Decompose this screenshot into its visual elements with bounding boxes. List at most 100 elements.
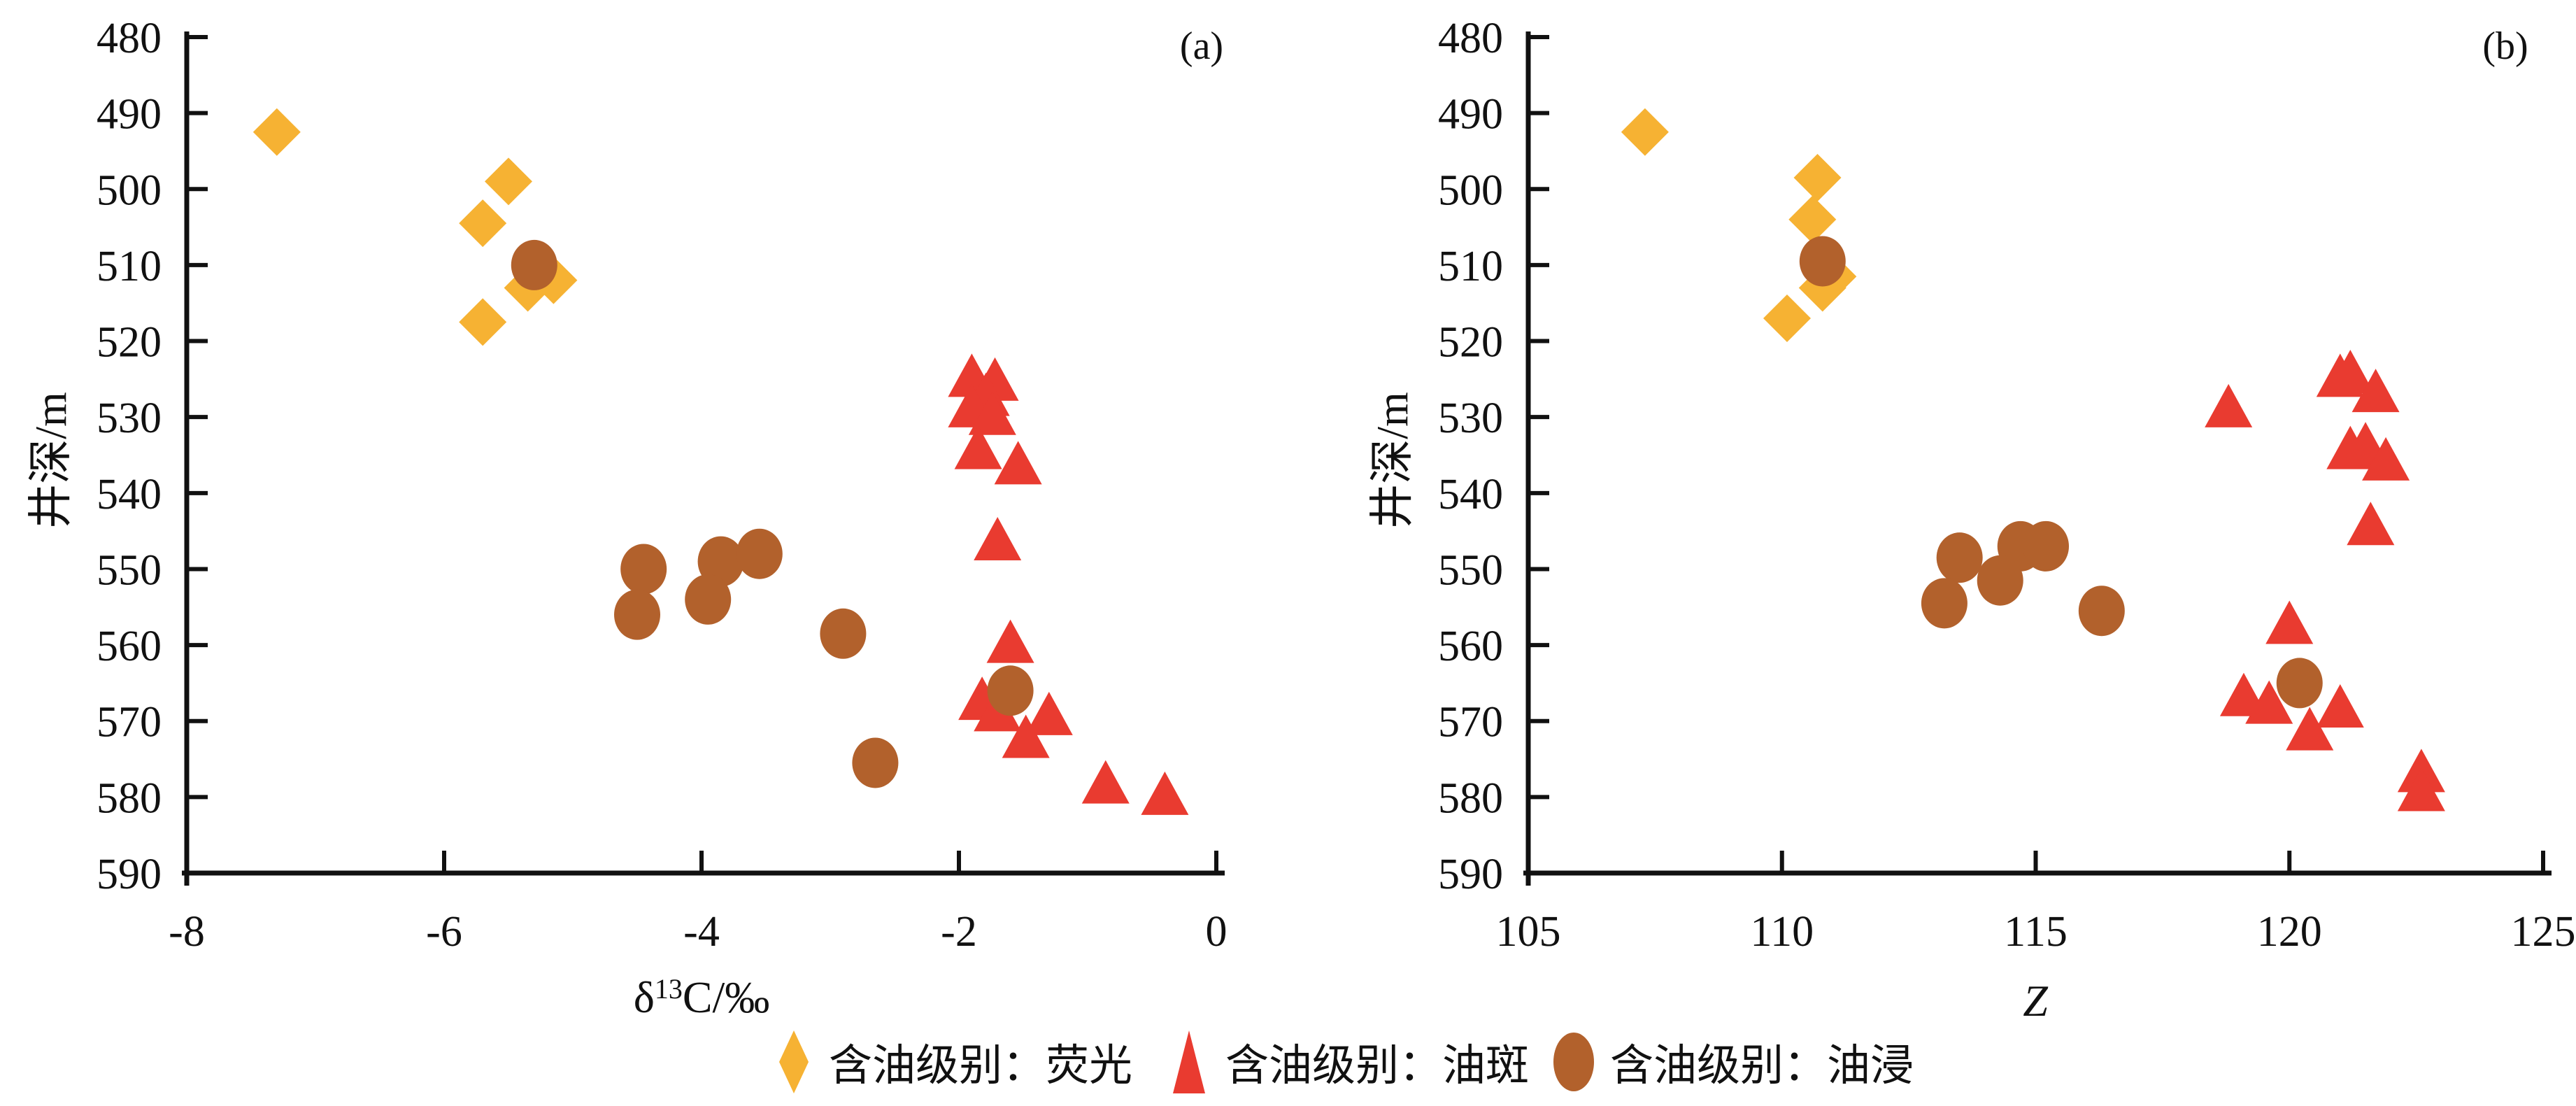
- data-point-triangle: [2397, 767, 2445, 811]
- y-tick-label: 510: [97, 243, 162, 290]
- data-point-circle: [697, 536, 744, 587]
- data-point-triangle: [2351, 369, 2400, 413]
- data-point-triangle: [2205, 383, 2253, 427]
- series-diamond: [252, 108, 578, 346]
- legend: 含油级别：荧光 含油级别：油斑 含油级别：油浸: [779, 1030, 1914, 1093]
- y-tick-label: 510: [1438, 243, 1503, 290]
- y-tick-label: 580: [97, 774, 162, 822]
- data-point-diamond: [459, 298, 507, 346]
- y-tick-label: 520: [1438, 319, 1503, 367]
- y-tick-label: 480: [1438, 15, 1503, 62]
- data-point-triangle: [1002, 714, 1050, 758]
- y-tick-label: 540: [97, 471, 162, 518]
- data-point-triangle: [1025, 691, 1073, 735]
- series-triangle: [948, 353, 1189, 815]
- data-point-circle: [2078, 586, 2125, 637]
- data-point-triangle: [1141, 771, 1189, 815]
- legend-label: 含油级别：油斑: [1225, 1042, 1529, 1090]
- data-point-triangle: [2326, 350, 2375, 393]
- x-axis-title: δ13C/‰: [634, 972, 770, 1022]
- data-point-circle: [736, 528, 783, 579]
- panel-label: (a): [1180, 24, 1223, 68]
- data-point-diamond: [1621, 108, 1669, 156]
- data-point-diamond: [252, 108, 301, 156]
- x-tick-label: 125: [2511, 908, 2576, 956]
- x-tick-label: 120: [2257, 908, 2322, 956]
- data-point-circle: [2276, 658, 2323, 709]
- data-point-triangle: [994, 441, 1042, 485]
- y-tick-label: 540: [1438, 471, 1503, 518]
- y-tick-label: 480: [97, 15, 162, 62]
- y-tick-label: 490: [1438, 91, 1503, 139]
- y-tick-label: 550: [97, 546, 162, 594]
- data-point-triangle: [2245, 680, 2293, 724]
- data-point-circle: [2023, 520, 2070, 572]
- y-tick-label: 560: [97, 623, 162, 670]
- y-tick-label: 520: [97, 319, 162, 367]
- data-point-circle: [987, 665, 1034, 716]
- legend-marker-diamond: [779, 1030, 809, 1093]
- series-circle: [1799, 236, 2323, 709]
- y-tick-label: 570: [1438, 699, 1503, 746]
- data-point-triangle: [2286, 707, 2334, 751]
- y-axis-title: 井深/m: [26, 392, 76, 529]
- y-tick-label: 560: [1438, 623, 1503, 670]
- y-tick-label: 500: [97, 166, 162, 214]
- legend-marker-circle: [1553, 1033, 1594, 1091]
- data-point-triangle: [2362, 437, 2410, 481]
- y-tick-label: 580: [1438, 774, 1503, 822]
- x-tick-label: -6: [426, 908, 462, 956]
- data-point-circle: [685, 574, 732, 625]
- y-tick-label: 530: [97, 395, 162, 442]
- x-tick-label: 105: [1496, 908, 1561, 956]
- data-point-triangle: [2265, 600, 2314, 644]
- x-tick-label: 110: [1750, 908, 1814, 956]
- data-point-triangle: [974, 517, 1022, 560]
- y-tick-label: 570: [97, 699, 162, 746]
- data-point-circle: [1799, 236, 1846, 287]
- data-point-diamond: [1763, 294, 1812, 342]
- x-tick-label: -4: [683, 908, 720, 956]
- panel-a: 480 490 500 510 520 530 540 550 560 570 580 590-8 -6…: [26, 15, 1227, 1022]
- panel-b: 480 490 500 510 520 530 540 550 560 570 580 590 105 1…: [1367, 15, 2576, 1026]
- data-point-triangle: [986, 619, 1034, 663]
- x-axis-title: Z: [2023, 976, 2049, 1026]
- data-point-circle: [511, 239, 557, 290]
- series-diamond: [1621, 108, 1857, 342]
- data-point-circle: [852, 737, 899, 788]
- y-axis-title: 井深/m: [1367, 392, 1417, 529]
- y-tick-label: 590: [1438, 851, 1503, 898]
- y-tick-label: 490: [97, 91, 162, 139]
- x-tick-label: 115: [2004, 908, 2068, 956]
- data-point-circle: [1977, 555, 2023, 606]
- x-tick-label: 0: [1206, 908, 1227, 956]
- legend-label: 含油级别：荧光: [829, 1042, 1132, 1090]
- y-tick-label: 550: [1438, 546, 1503, 594]
- data-point-circle: [820, 608, 867, 659]
- data-point-circle: [620, 544, 667, 595]
- data-point-triangle: [954, 425, 1002, 469]
- series-triangle: [2205, 350, 2445, 811]
- data-point-diamond: [1793, 153, 1842, 201]
- x-tick-label: -2: [941, 908, 977, 956]
- data-point-triangle: [2316, 684, 2364, 728]
- y-tick-label: 530: [1438, 395, 1503, 442]
- data-point-circle: [614, 589, 660, 640]
- y-tick-label: 590: [97, 851, 162, 898]
- legend-label: 含油级别：油浸: [1610, 1042, 1914, 1090]
- data-point-triangle: [968, 391, 1016, 435]
- legend-marker-triangle: [1173, 1030, 1205, 1093]
- panel-label: (b): [2482, 24, 2528, 68]
- data-point-diamond: [1788, 195, 1837, 243]
- data-point-circle: [1921, 578, 1967, 629]
- data-point-diamond: [459, 199, 507, 248]
- data-point-diamond: [485, 157, 532, 206]
- series-circle: [511, 239, 1034, 788]
- data-point-triangle: [1081, 760, 1130, 804]
- x-tick-label: -8: [169, 908, 205, 956]
- y-tick-label: 500: [1438, 166, 1503, 214]
- data-point-circle: [1936, 532, 1983, 583]
- data-point-triangle: [2347, 502, 2395, 546]
